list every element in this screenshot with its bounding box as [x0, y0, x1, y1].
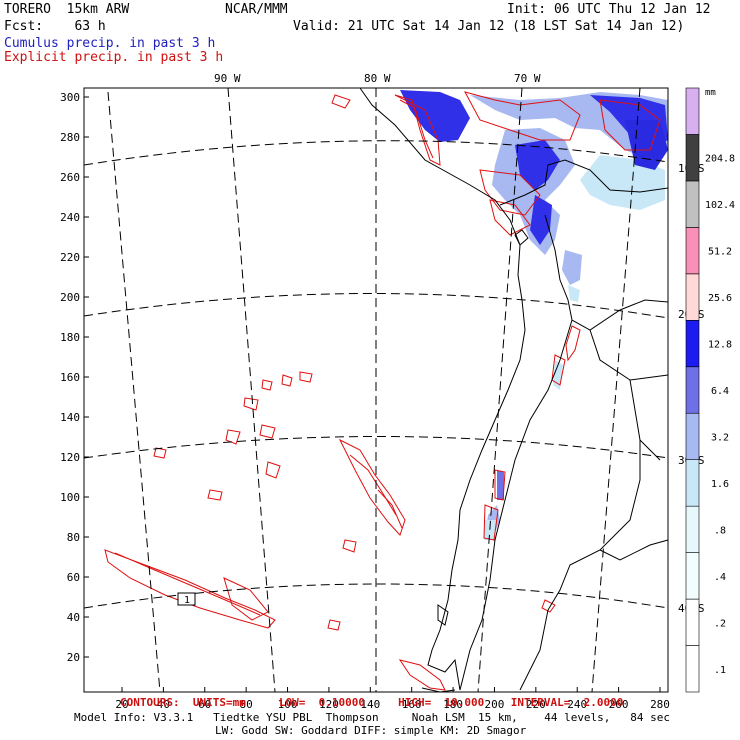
- y-tick-label: 220: [60, 251, 80, 264]
- model-name: TORERO 15km ARW: [4, 2, 130, 17]
- model-info-2: LW: Godd SW: Goddard DIFF: simple KM: 2D…: [215, 724, 527, 737]
- latlon-grid: [83, 87, 669, 693]
- coastlines: [359, 87, 669, 693]
- legend-label: 12.8: [708, 340, 732, 351]
- legend-label: .2: [714, 618, 726, 629]
- legend-swatch: [685, 552, 700, 600]
- y-tick-label: 260: [60, 171, 80, 184]
- x-tick-label: 180: [443, 698, 463, 711]
- x-tick-label: 80: [240, 698, 253, 711]
- y-tick-label: 180: [60, 331, 80, 344]
- x-tick-label: 260: [609, 698, 629, 711]
- legend-unit: mm: [705, 88, 716, 98]
- y-tick-label: 240: [60, 211, 80, 224]
- y-tick-label: 300: [60, 91, 80, 104]
- model-info: Model Info: V3.3.1 Tiedtke YSU PBL Thomp…: [74, 711, 671, 724]
- contours-info: CONTOURS: UNITS=mm LOW= 0.10000 HIGH= 10…: [120, 696, 624, 709]
- x-tick-label: 40: [157, 698, 170, 711]
- legend-label: .8: [714, 525, 726, 536]
- precip-legend: .1 .2 .4 .8 1.6 3.2 6.4 12.8 25.6 51.2 102.4 204.8: [685, 87, 735, 693]
- x-tick-label: 160: [402, 698, 422, 711]
- legend-label: .4: [714, 572, 726, 583]
- legend-swatch: [685, 412, 700, 460]
- x-tick-label: 140: [360, 698, 380, 711]
- station-marker-label: 1: [184, 595, 190, 606]
- y-tick-label: 20: [67, 651, 80, 664]
- legend-label: 6.4: [711, 386, 729, 397]
- x-tick-label: 20: [115, 698, 128, 711]
- forecast-hour: Fcst: 63 h: [4, 19, 106, 34]
- y-tick-label: 200: [60, 291, 80, 304]
- legend-swatch: [685, 459, 700, 507]
- legend-label: 3.2: [711, 432, 729, 443]
- y-axis: 20 40 60 80 100 120 140 160 180 200 220 240 260 280 30…: [60, 91, 89, 664]
- legend-swatch: [685, 366, 700, 414]
- center-name: NCAR/MMM: [225, 2, 288, 17]
- lon-label-70w: 70 W: [514, 72, 541, 85]
- legend-swatch: [685, 320, 700, 368]
- legend-swatch: [685, 227, 700, 275]
- legend-swatch: [685, 87, 700, 135]
- y-tick-label: 40: [67, 611, 80, 624]
- cumulus-precip-shading: [400, 90, 668, 540]
- legend-swatch: [685, 134, 700, 182]
- lon-label-80w: 80 W: [364, 72, 391, 85]
- y-tick-label: 280: [60, 131, 80, 144]
- x-tick-label: 200: [485, 698, 505, 711]
- cumulus-title: Cumulus precip. in past 3 h: [4, 36, 216, 51]
- x-tick-label: 60: [198, 698, 211, 711]
- x-tick-label: 240: [567, 698, 587, 711]
- legend-label: 51.2: [708, 247, 732, 258]
- y-tick-label: 80: [67, 531, 80, 544]
- legend-swatch: [685, 598, 700, 646]
- x-tick-label: 220: [526, 698, 546, 711]
- legend-swatch: [685, 645, 700, 693]
- legend-label: .1: [714, 665, 726, 676]
- valid-time: Valid: 21 UTC Sat 14 Jan 12 (18 LST Sat …: [293, 19, 685, 34]
- legend-label: 204.8: [705, 154, 735, 165]
- y-tick-label: 160: [60, 371, 80, 384]
- y-tick-label: 100: [60, 491, 80, 504]
- x-tick-label: 120: [319, 698, 339, 711]
- x-axis: 20 40 60 80 100 120 140 160 180 200 220 240 260 280: [115, 687, 670, 711]
- legend-swatch: [685, 505, 700, 553]
- x-tick-label: 100: [278, 698, 298, 711]
- explicit-title: Explicit precip. in past 3 h: [4, 50, 224, 65]
- legend-label: 102.4: [705, 200, 735, 211]
- plot-frame: [83, 87, 669, 693]
- lon-label-90w: 90 W: [214, 72, 241, 85]
- legend-swatch: [685, 273, 700, 321]
- station-marker-box: [177, 592, 196, 606]
- legend-label: 25.6: [708, 293, 732, 304]
- legend-label: 1.6: [711, 479, 729, 490]
- legend-swatch: [685, 180, 700, 228]
- init-time: Init: 06 UTC Thu 12 Jan 12: [507, 2, 711, 17]
- y-tick-label: 140: [60, 411, 80, 424]
- y-tick-label: 60: [67, 571, 80, 584]
- x-tick-label: 280: [650, 698, 670, 711]
- y-tick-label: 120: [60, 451, 80, 464]
